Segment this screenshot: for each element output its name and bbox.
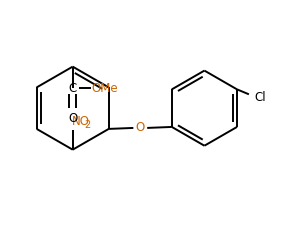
Text: C: C (68, 82, 77, 95)
Text: NO: NO (72, 115, 90, 128)
Text: OMe: OMe (92, 82, 118, 95)
Text: Cl: Cl (255, 91, 266, 104)
Text: 2: 2 (85, 120, 91, 130)
Text: O: O (136, 122, 145, 134)
Text: O: O (68, 112, 77, 125)
